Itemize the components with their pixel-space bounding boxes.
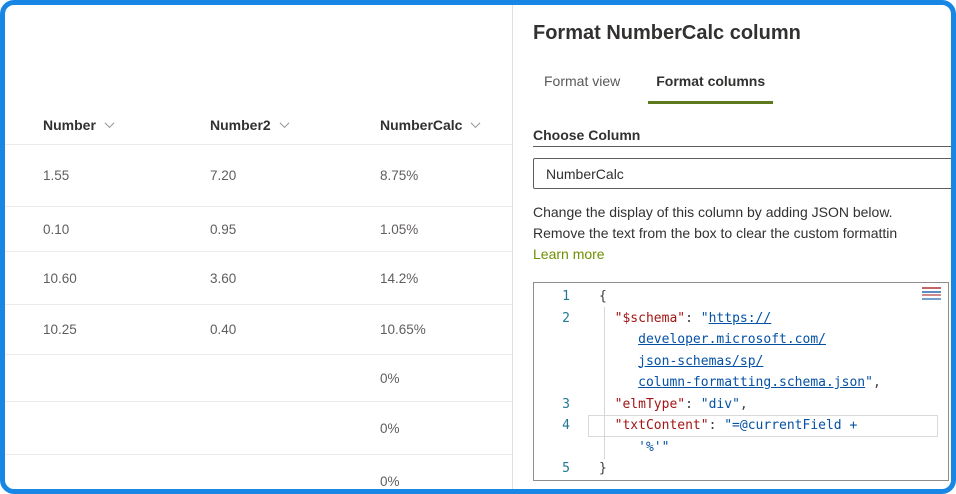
line-number — [534, 329, 584, 351]
column-header-numbercalc[interactable]: NumberCalc — [380, 117, 512, 133]
table-cell: 0% — [380, 473, 400, 489]
column-dropdown-value: NumberCalc — [546, 165, 624, 182]
table-cell: 7.20 — [210, 168, 237, 183]
format-column-panel: Format NumberCalc column Format view For… — [513, 5, 951, 489]
editor-minimap — [922, 287, 941, 313]
table-cell: 0% — [380, 420, 400, 436]
table-cell: 10.65% — [380, 322, 426, 337]
tab-format-columns[interactable]: Format columns — [646, 73, 775, 104]
learn-more-link[interactable]: Learn more — [533, 246, 605, 262]
description-line: Remove the text from the box to clear th… — [533, 225, 898, 241]
chevron-down-icon — [104, 118, 115, 129]
table-row[interactable]: 10.60 3.60 14.2% — [5, 252, 512, 305]
line-number: 1 — [562, 289, 570, 304]
table-row[interactable]: 0% — [5, 402, 512, 455]
code-line: 1{ — [534, 286, 948, 308]
line-number: 4 — [562, 418, 570, 433]
column-dropdown[interactable]: NumberCalc — [533, 158, 951, 189]
pivot-tabs: Format view Format columns — [533, 73, 951, 104]
column-header-label: Number2 — [210, 116, 271, 133]
table-cell: 14.2% — [380, 270, 419, 286]
code-line: 5} — [534, 458, 948, 480]
code-text: developer.microsoft.com/ — [638, 332, 826, 347]
table-cell: 1.05% — [380, 221, 419, 237]
chevron-down-icon — [279, 118, 290, 129]
column-header-number2[interactable]: Number2 — [210, 117, 380, 133]
line-number — [534, 351, 584, 373]
table-cell: 10.60 — [43, 270, 77, 286]
indent-guide — [604, 307, 605, 459]
table-cell: 10.25 — [43, 322, 77, 337]
code-line: 2 "$schema": "https:// — [534, 308, 948, 330]
column-header-label: Number — [43, 116, 96, 133]
line-number: 5 — [562, 461, 570, 476]
line-number — [534, 372, 584, 394]
table-cell: 8.75% — [380, 168, 419, 183]
column-header-label: NumberCalc — [380, 116, 463, 133]
panel-title: Format NumberCalc column — [533, 22, 801, 44]
table-cell: 0.40 — [210, 322, 237, 337]
tab-format-view[interactable]: Format view — [533, 73, 630, 97]
table-cell: 0.10 — [43, 221, 70, 237]
list-header-row: Number Number2 NumberCalc — [5, 105, 512, 145]
line-number — [534, 437, 584, 459]
code-line: '%'" — [534, 437, 948, 459]
code-text: { — [599, 289, 607, 304]
code-line: column-formatting.schema.json", — [534, 372, 948, 394]
code-text: '%'" — [638, 439, 670, 455]
code-text: json-schemas/sp/ — [638, 353, 764, 369]
table-cell: 1.55 — [43, 168, 70, 183]
line-number: 2 — [562, 310, 570, 326]
code-line: 4 "txtContent": "=@currentField + — [534, 415, 948, 437]
list-view: Number Number2 NumberCalc 1.55 7.20 8.75% 0… — [5, 5, 513, 489]
code-text: "$schema": "https:// — [614, 310, 772, 326]
tab-label: Format view — [544, 73, 621, 89]
table-cell: 3.60 — [210, 270, 237, 286]
code-line: 3 "elmType": "div", — [534, 394, 948, 416]
chevron-down-icon — [471, 118, 481, 129]
code-text: } — [599, 461, 607, 476]
line-number: 3 — [562, 396, 570, 412]
selected-tab-underline — [648, 101, 774, 104]
code-text: "txtContent": "=@currentField + — [614, 418, 858, 433]
table-row[interactable]: 10.25 0.40 10.65% — [5, 305, 512, 355]
list-rows: 1.55 7.20 8.75% 0.10 0.95 1.05% 10.60 3.60 14.2%… — [5, 145, 512, 489]
table-row[interactable]: 0.10 0.95 1.05% — [5, 207, 512, 252]
code-line: json-schemas/sp/ — [534, 351, 948, 373]
code-line: developer.microsoft.com/ — [534, 329, 948, 351]
code-text: column-formatting.schema.json", — [638, 375, 881, 390]
code-text: "elmType": "div", — [614, 396, 748, 412]
column-header-number[interactable]: Number — [43, 117, 210, 133]
tab-label: Format columns — [656, 73, 766, 89]
json-code-editor[interactable]: 1{2 "$schema": "https:// developer.micro… — [533, 282, 949, 481]
table-cell: 0% — [380, 370, 400, 386]
description-line: Change the display of this column by add… — [533, 204, 893, 220]
table-row[interactable]: 1.55 7.20 8.75% — [5, 145, 512, 207]
table-row[interactable]: 0% — [5, 355, 512, 402]
choose-column-label: Choose Column — [533, 127, 951, 147]
table-cell: 0.95 — [210, 221, 237, 237]
description: Change the display of this column by add… — [533, 202, 951, 265]
table-row[interactable]: 0% — [5, 455, 512, 489]
